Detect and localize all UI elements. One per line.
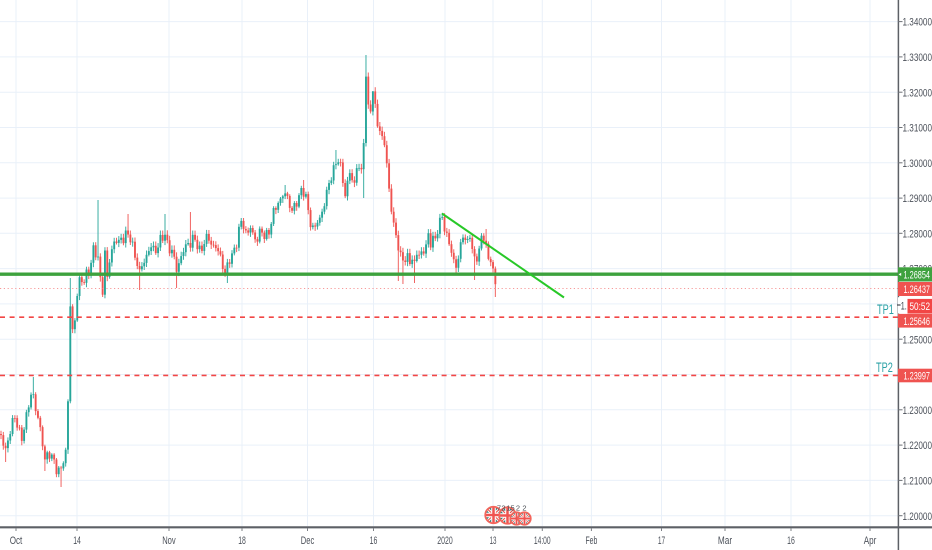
svg-text:1.26437: 1.26437 (904, 284, 931, 296)
svg-text:16: 16 (370, 535, 378, 547)
svg-text:2: 2 (516, 504, 520, 513)
svg-text:1.25000: 1.25000 (903, 334, 932, 346)
svg-text:Apr: Apr (864, 535, 877, 547)
svg-text:1.29000: 1.29000 (903, 193, 932, 205)
svg-text:TP1: TP1 (877, 301, 894, 317)
svg-text:1.31000: 1.31000 (903, 123, 932, 135)
svg-text:1.34000: 1.34000 (903, 17, 932, 29)
svg-text:50:52: 50:52 (910, 301, 931, 313)
svg-text:15: 15 (506, 504, 514, 513)
svg-text:2: 2 (501, 504, 505, 513)
svg-text:7: 7 (497, 504, 501, 513)
svg-text:Nov: Nov (162, 535, 176, 547)
svg-text:14: 14 (73, 535, 81, 547)
svg-text:1.23997: 1.23997 (904, 371, 931, 383)
svg-text:1.30000: 1.30000 (903, 158, 932, 170)
svg-text:Mar: Mar (718, 535, 732, 547)
svg-text:1.20000: 1.20000 (903, 511, 932, 523)
svg-text:Feb: Feb (586, 535, 598, 547)
svg-text:16: 16 (787, 535, 795, 547)
svg-text:1.25646: 1.25646 (904, 316, 931, 328)
svg-text:14:00: 14:00 (534, 535, 551, 547)
svg-text:TP2: TP2 (876, 359, 893, 375)
svg-text:1.28000: 1.28000 (903, 228, 932, 240)
svg-text:1.23000: 1.23000 (903, 405, 932, 417)
svg-text:2020: 2020 (437, 535, 452, 547)
svg-text:1.22000: 1.22000 (903, 440, 932, 452)
svg-text:Dec: Dec (301, 535, 315, 547)
svg-text:2: 2 (522, 504, 526, 513)
svg-text:18: 18 (238, 535, 246, 547)
svg-text:1.21000: 1.21000 (903, 476, 932, 488)
svg-text:1.26854: 1.26854 (904, 270, 931, 282)
svg-text:17: 17 (658, 535, 665, 547)
svg-text:1.33000: 1.33000 (903, 52, 932, 64)
svg-text:1.32000: 1.32000 (903, 87, 932, 99)
svg-text:Oct: Oct (10, 535, 23, 547)
svg-text:13: 13 (490, 535, 497, 547)
svg-text:1.: 1. (901, 300, 907, 312)
